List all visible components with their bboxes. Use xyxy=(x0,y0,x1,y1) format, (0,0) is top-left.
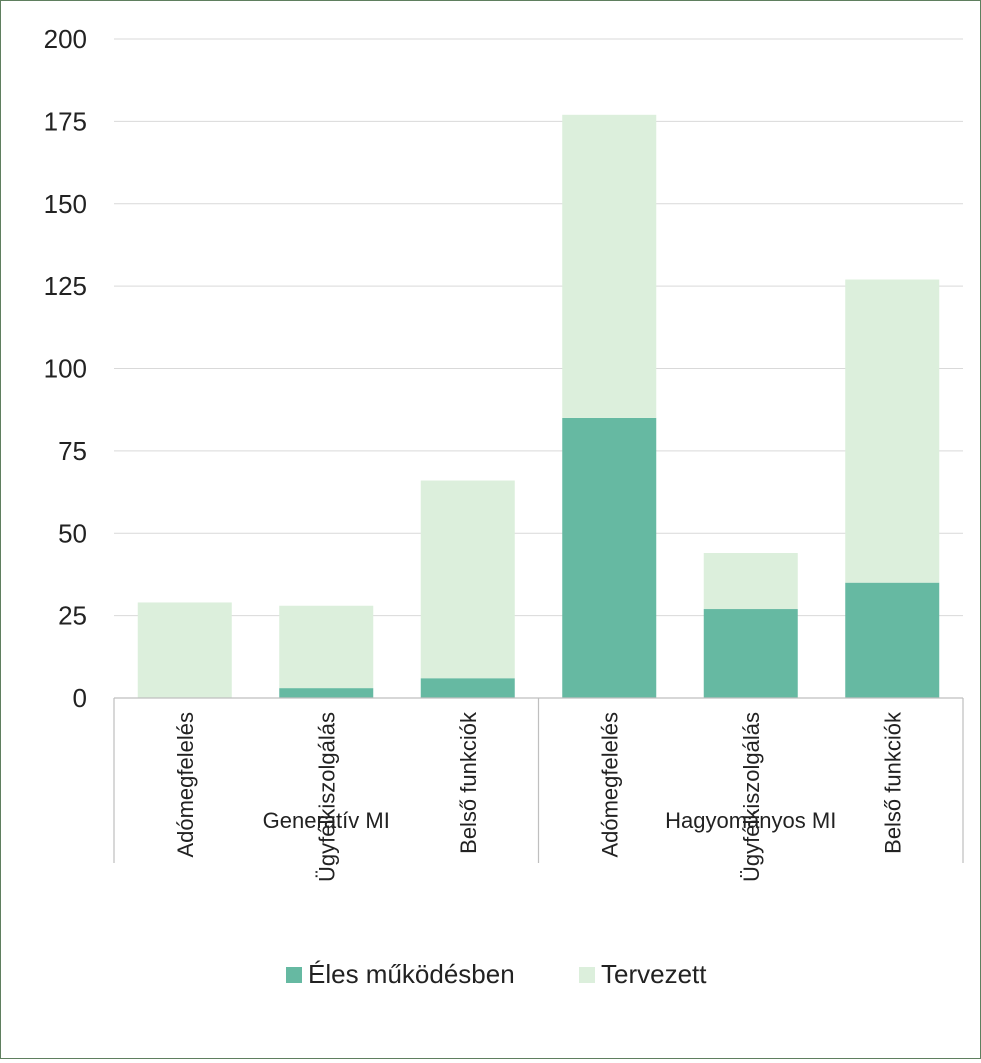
legend: Éles működésben Tervezett xyxy=(286,959,707,989)
y-tick-label: 150 xyxy=(44,189,87,219)
category-label: Belső funkciók xyxy=(880,711,905,854)
bar-tervezett xyxy=(845,279,940,583)
legend-swatch xyxy=(286,967,302,983)
group-label: Generatív MI xyxy=(263,808,390,833)
category-label: Ügyfélkiszolgálás xyxy=(314,712,339,882)
y-tick-label: 0 xyxy=(73,683,87,713)
bar-eles xyxy=(562,417,657,698)
group-label: Hagyományos MI xyxy=(665,808,836,833)
bar-tervezett xyxy=(562,114,657,418)
bar-eles xyxy=(845,582,940,698)
category-label: Adómegfelelés xyxy=(597,712,622,858)
gridlines xyxy=(114,38,963,617)
category-label: Ügyfélkiszolgálás xyxy=(739,712,764,882)
y-tick-label: 25 xyxy=(58,601,87,631)
x-axis: Adómegfelelés Ügyfélkiszolgálás Belső funk… xyxy=(113,697,964,882)
bar-tervezett xyxy=(703,553,798,610)
bar-eles xyxy=(420,678,515,698)
bar-tervezett xyxy=(137,602,232,698)
bar-tervezett xyxy=(279,605,374,689)
y-tick-label: 200 xyxy=(44,24,87,54)
y-tick-label: 75 xyxy=(58,436,87,466)
y-axis: 0 25 50 75 100 125 150 175 200 xyxy=(44,24,87,713)
y-tick-label: 100 xyxy=(44,354,87,384)
bars xyxy=(137,114,940,698)
legend-label: Éles működésben xyxy=(308,959,515,989)
legend-swatch xyxy=(579,967,595,983)
y-tick-label: 175 xyxy=(44,106,87,136)
legend-label: Tervezett xyxy=(601,959,707,989)
category-label: Adómegfelelés xyxy=(173,712,198,858)
y-tick-label: 125 xyxy=(44,271,87,301)
bar-tervezett xyxy=(420,480,515,679)
category-label: Belső funkciók xyxy=(456,711,481,854)
bar-eles xyxy=(279,688,374,698)
bar-eles xyxy=(703,609,798,698)
y-tick-label: 50 xyxy=(58,518,87,548)
